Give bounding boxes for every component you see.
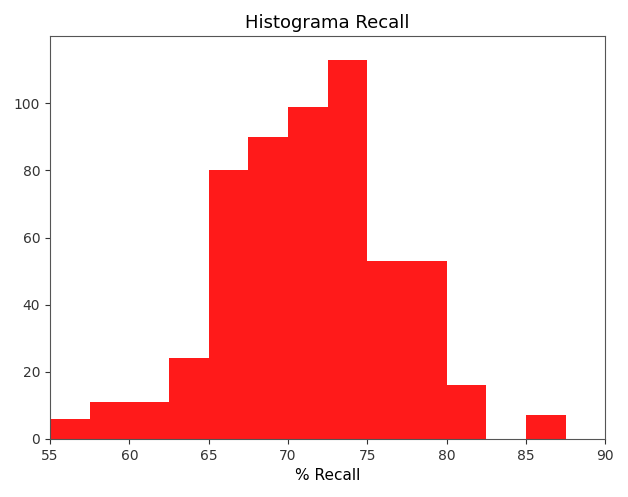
Bar <box>288 107 328 439</box>
Bar <box>90 402 129 439</box>
Bar <box>367 261 407 439</box>
Bar <box>129 402 169 439</box>
Bar <box>447 385 486 439</box>
X-axis label: % Recall: % Recall <box>295 468 360 483</box>
Bar <box>169 358 208 439</box>
Bar <box>248 137 288 439</box>
Title: Histograma Recall: Histograma Recall <box>246 14 410 32</box>
Bar <box>526 415 566 439</box>
Bar <box>407 261 447 439</box>
Bar <box>208 170 248 439</box>
Bar <box>328 60 367 439</box>
Bar <box>50 418 90 439</box>
